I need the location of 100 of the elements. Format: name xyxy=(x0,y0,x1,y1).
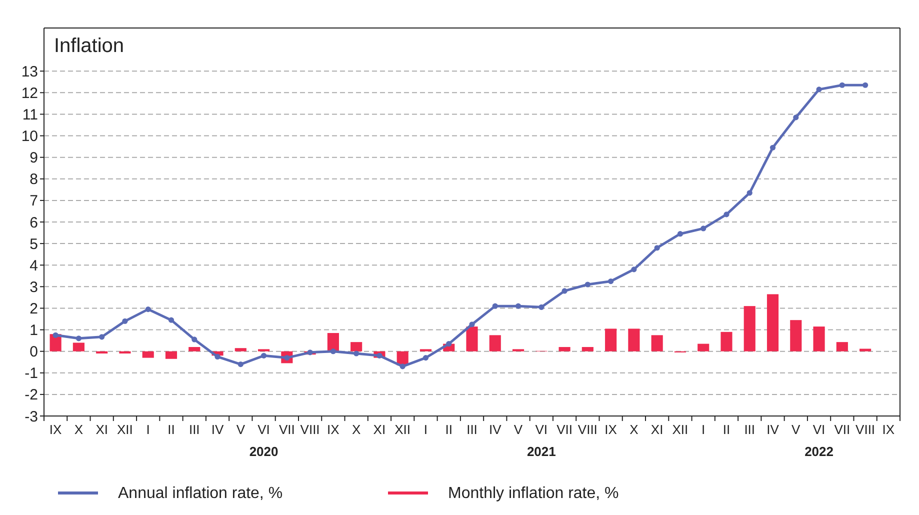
chart-title: Inflation xyxy=(54,35,124,57)
bar xyxy=(790,320,802,352)
bar xyxy=(766,294,779,352)
bar xyxy=(327,333,339,352)
point xyxy=(793,114,799,120)
x-tick-label: I xyxy=(702,422,706,437)
point xyxy=(654,245,660,251)
x-tick-label: XII xyxy=(394,422,411,437)
x-tick-label: X xyxy=(630,422,639,437)
bar xyxy=(698,344,710,352)
point xyxy=(446,340,452,347)
y-tick-label: 4 xyxy=(30,257,38,274)
x-tick-label: II xyxy=(722,422,730,437)
point xyxy=(862,82,868,88)
bar xyxy=(350,342,362,352)
x-tick-label: III xyxy=(744,422,756,437)
x-tick-label: I xyxy=(146,422,150,437)
point xyxy=(584,282,590,288)
x-tick-label: VIII xyxy=(856,422,876,437)
y-tick-label: 0 xyxy=(30,344,38,361)
bar xyxy=(628,328,640,352)
point xyxy=(330,348,336,354)
point xyxy=(168,317,174,323)
x-tick-label: XI xyxy=(373,422,386,437)
x-tick-label: X xyxy=(74,422,84,437)
x-tick-label: VII xyxy=(834,422,850,437)
bar xyxy=(720,332,732,352)
y-tick-label: 8 xyxy=(30,171,38,188)
point xyxy=(122,318,128,324)
y-tick-label: -3 xyxy=(24,408,38,426)
point xyxy=(816,86,822,92)
x-tick-label: IX xyxy=(49,422,62,437)
bar xyxy=(582,347,594,352)
bar xyxy=(836,342,848,352)
point xyxy=(839,82,845,88)
point xyxy=(260,352,267,358)
y-tick-label: 1 xyxy=(30,322,38,340)
x-tick-label: V xyxy=(792,422,801,437)
point xyxy=(76,336,82,342)
x-tick-label: VIII xyxy=(300,422,320,437)
x-tick-label: VI xyxy=(535,422,548,437)
point xyxy=(354,350,360,356)
x-tick-label: X xyxy=(352,422,361,437)
x-tick-label: V xyxy=(236,422,246,437)
point xyxy=(724,212,730,218)
bar xyxy=(651,335,663,352)
y-tick-label: -2 xyxy=(24,386,38,404)
x-tick-label: III xyxy=(466,422,478,437)
x-tick-label: VI xyxy=(258,422,270,437)
point xyxy=(677,231,684,237)
point xyxy=(214,354,220,360)
legend-label: Monthly inflation rate, % xyxy=(448,485,619,502)
x-tick-label: XII xyxy=(672,422,688,437)
x-tick-label: IV xyxy=(766,422,780,437)
x-tick-label: V xyxy=(514,422,523,437)
legend-label: Annual inflation rate, % xyxy=(118,485,283,502)
y-tick-label: 2 xyxy=(30,300,38,318)
bar xyxy=(605,328,617,352)
x-tick-label: II xyxy=(168,422,175,437)
point xyxy=(746,190,752,196)
bar xyxy=(142,351,154,358)
point xyxy=(145,306,151,312)
x-tick-label: VI xyxy=(812,422,826,437)
point xyxy=(538,304,544,310)
point xyxy=(52,332,58,338)
x-tick-label: III xyxy=(188,422,200,437)
x-tick-label: VII xyxy=(556,422,572,437)
x-tick-label: XI xyxy=(96,422,108,437)
y-tick-label: 12 xyxy=(21,84,38,102)
y-tick-label: -1 xyxy=(24,365,38,382)
point xyxy=(99,334,105,340)
bar xyxy=(234,348,246,352)
point xyxy=(192,336,198,342)
x-tick-label: XI xyxy=(650,422,664,437)
x-tick-label: IX xyxy=(882,422,895,437)
bar xyxy=(744,306,756,352)
x-tick-label: XII xyxy=(117,422,133,437)
point xyxy=(422,355,429,361)
point xyxy=(400,364,406,370)
point xyxy=(469,322,475,328)
bar xyxy=(558,347,570,352)
point xyxy=(492,303,498,309)
y-tick-label: 7 xyxy=(30,192,38,210)
bar xyxy=(860,348,872,352)
point xyxy=(515,303,522,309)
point xyxy=(770,144,776,150)
bar xyxy=(489,335,501,352)
x-tick-label: VII xyxy=(278,422,295,437)
text: 2020 xyxy=(249,444,278,459)
y-tick-label: 5 xyxy=(30,236,38,253)
y-tick-label: 3 xyxy=(30,278,38,296)
point xyxy=(238,361,244,368)
bar xyxy=(466,326,478,352)
x-tick-label: IV xyxy=(211,422,224,437)
x-tick-label: II xyxy=(445,422,452,437)
text: 2022 xyxy=(804,444,834,459)
point xyxy=(307,350,313,356)
bar xyxy=(165,351,178,359)
point xyxy=(700,226,706,232)
y-tick-label: 13 xyxy=(21,63,38,80)
